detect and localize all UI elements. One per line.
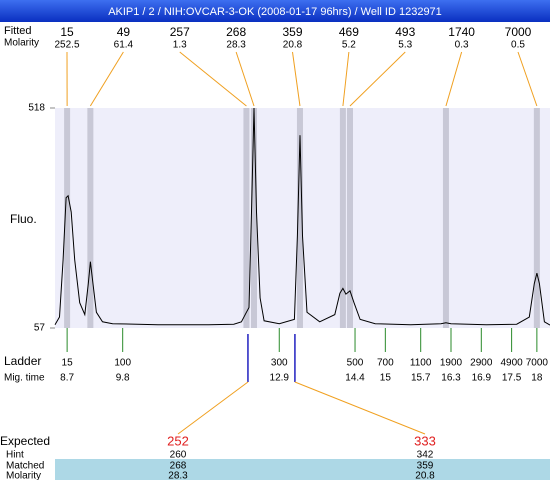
molarity-value: 28.3 [168,471,188,480]
peak-molarity: 20.8 [283,40,303,51]
ladder-size: 700 [377,358,394,369]
ladder-size: 15 [62,358,74,369]
molarity-value: 20.8 [415,471,435,480]
peak-band [87,108,94,328]
peak-size: 493 [395,25,415,39]
ladder-size: 300 [271,358,288,369]
matched-value: 268 [170,461,187,472]
peak-band [533,108,540,328]
mig-time-label: Mig. time [4,373,45,384]
peak-molarity: 5.3 [398,40,412,51]
peak-molarity: 0.3 [455,40,469,51]
expected-connector [177,381,249,435]
peak-molarity: 252.5 [54,40,79,51]
peak-band [339,108,346,328]
size-row-label: Fitted [4,25,32,37]
peak-molarity: 5.2 [342,40,356,51]
ladder-size: 1100 [410,358,432,369]
peak-band [243,108,250,328]
peak-connector [89,51,124,107]
ladder-time: 16.3 [441,373,461,384]
peak-connector [349,51,406,107]
hint-value: 260 [170,450,187,461]
peak-connector [235,51,255,107]
expected-row-label: Hint [6,450,24,461]
peak-size: 359 [282,25,302,39]
ladder-time: 14.4 [345,373,365,384]
peak-size: 7000 [505,25,532,39]
ladder-time: 15 [380,373,392,384]
peak-size: 268 [226,25,246,39]
ladder-size: 7000 [526,358,549,369]
ladder-time: 17.5 [502,373,522,384]
ladder-time: 8.7 [60,373,74,384]
peak-band [64,108,71,328]
ladder-time: 12.9 [270,373,290,384]
ladder-time: 9.8 [116,373,130,384]
trace-line [54,107,550,326]
matched-band [55,459,550,480]
y-axis-label: Fluo. [10,212,37,226]
expected-row-label: Molarity [6,471,41,480]
peak-band [251,108,258,328]
expected-row-label: Matched [6,461,44,472]
peak-connector [342,51,350,107]
peak-molarity: 0.5 [511,40,525,51]
peak-molarity: 1.3 [173,40,187,51]
peak-band [346,108,353,328]
ladder-size: 500 [347,358,364,369]
ladder-size: 100 [114,358,131,369]
ladder-time: 16.9 [472,373,492,384]
matched-value: 359 [417,461,434,472]
peak-molarity: 28.3 [226,40,246,51]
y-tick-label: 57 [34,323,46,334]
y-tick-label: 518 [28,103,45,114]
ladder-size: 2900 [470,358,493,369]
peak-band [296,108,303,328]
ladder-time: 18 [531,373,543,384]
hint-value: 342 [417,450,434,461]
peak-band [442,108,449,328]
peak-connector [517,51,538,107]
peak-connector [445,51,463,107]
ladder-size: 4900 [500,358,523,369]
peak-size: 1740 [448,25,475,39]
expected-value: 252 [167,433,189,448]
header-bar [0,0,550,22]
molarity-row-label: Molarity [4,38,39,49]
header-title: AKIP1 / 2 / NIH:OVCAR-3-OK (2008-01-17 9… [108,6,442,18]
peak-molarity: 61.4 [114,40,134,51]
peak-size: 49 [117,25,131,39]
ladder-time: 15.7 [411,373,431,384]
expected-connector [294,381,426,435]
peak-size: 15 [60,25,74,39]
expected-value: 333 [414,433,436,448]
peak-connector [292,51,301,107]
peak-size: 257 [170,25,190,39]
expected-row-label: Expected [0,434,50,448]
peak-size: 469 [339,25,359,39]
ladder-size: 1900 [440,358,463,369]
ladder-label: Ladder [4,354,41,368]
peak-connector [179,51,247,107]
